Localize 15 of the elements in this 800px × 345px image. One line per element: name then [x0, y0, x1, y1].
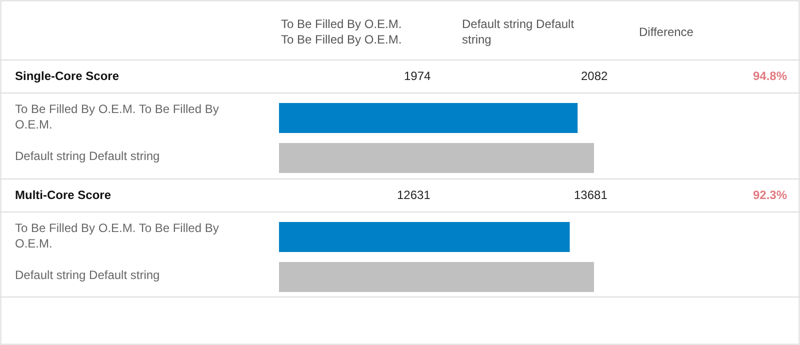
y-tick-label: Default string Default string [15, 268, 160, 282]
text: To Be Filled By O.E.M. To Be Filled By O.E.M. [281, 17, 402, 47]
text: Default string Default string [462, 17, 575, 47]
text: Multi-Core Score [15, 188, 112, 202]
text: 2082 [581, 69, 608, 83]
text: 13681 [574, 188, 608, 202]
text: Difference [639, 25, 694, 39]
y-tick-label: To Be Filled By O.E.M. To Be Filled By O.E.M. [15, 221, 219, 251]
text: 92.3% [753, 188, 788, 202]
text: 12631 [397, 188, 431, 202]
y-tick-label: To Be Filled By O.E.M. To Be Filled By O.E.M. [15, 102, 219, 132]
text: Single-Core Score [15, 69, 120, 83]
y-tick-label: Default string Default string [15, 149, 160, 163]
text: 1974 [404, 69, 432, 83]
text: 94.8% [753, 69, 788, 83]
